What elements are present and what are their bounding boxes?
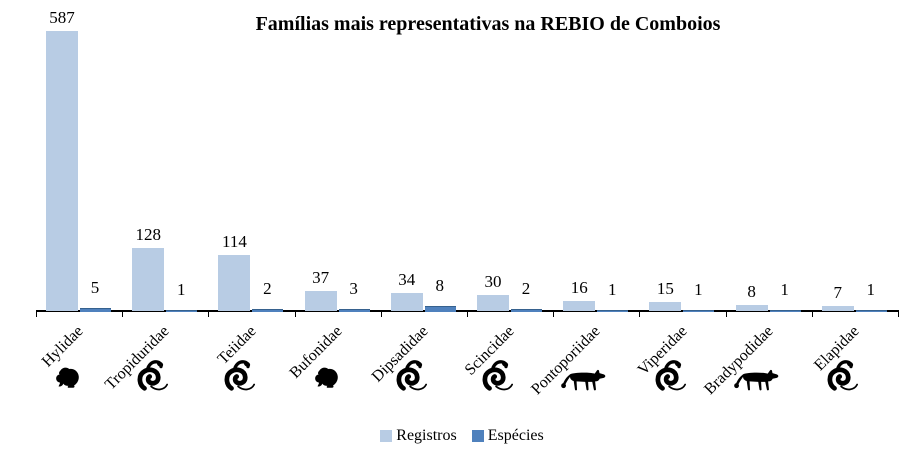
frog-icon	[52, 362, 82, 392]
registros-bar	[46, 30, 78, 311]
axis-tick	[553, 311, 554, 317]
registros-bar	[477, 294, 509, 311]
especies-bar	[855, 309, 887, 312]
especies-value-label: 3	[349, 278, 358, 298]
registros-value-label: 114	[221, 232, 247, 251]
especies-value-label: 1	[694, 279, 703, 299]
especies-value-label: 1	[866, 279, 876, 299]
registros-bar	[304, 291, 337, 311]
registros-bar	[132, 248, 165, 311]
legend-label-registros: Registros	[396, 427, 457, 444]
coiled-snake-icon	[136, 357, 170, 397]
legend-item-especies: Espécies	[471, 427, 544, 445]
registros-value-label: 30	[484, 271, 502, 291]
axis-tick	[36, 311, 37, 317]
coiled-snake-icon	[826, 357, 860, 397]
legend-item-registros: Registros	[380, 427, 457, 445]
especies-bar	[769, 309, 801, 312]
registros-bar	[390, 292, 423, 311]
axis-tick	[122, 311, 123, 317]
especies-bar	[338, 308, 370, 312]
axis-tick	[208, 311, 209, 317]
axis-tick	[381, 311, 382, 317]
coiled-snake-icon	[654, 357, 688, 397]
frog-icon	[311, 362, 341, 392]
especies-value-label: 5	[90, 277, 100, 297]
registros-bar	[649, 301, 682, 311]
especies-bar	[511, 309, 542, 312]
coiled-snake-icon	[481, 357, 515, 397]
chart-title: Famílias mais representativas na REBIO d…	[255, 13, 721, 35]
registros-value-label: 7	[833, 282, 843, 302]
especies-bar	[424, 306, 456, 312]
axis-tick	[898, 311, 899, 317]
especies-value-label: 2	[263, 279, 272, 299]
coiled-snake-icon	[223, 357, 257, 397]
axis-tick	[726, 311, 727, 317]
especies-value-label: 1	[780, 279, 789, 299]
especies-swatch	[471, 430, 484, 442]
especies-value-label: 2	[521, 279, 531, 299]
legend: Registros Espécies	[8, 427, 908, 445]
registros-value-label: 128	[135, 225, 161, 245]
especies-bar	[597, 309, 629, 312]
especies-bar	[80, 307, 111, 312]
coiled-snake-icon	[395, 357, 429, 397]
especies-bar	[252, 309, 284, 312]
feline-icon	[557, 367, 611, 395]
especies-value-label: 1	[176, 279, 186, 299]
registros-value-label: 15	[656, 278, 674, 298]
registros-swatch	[380, 430, 393, 442]
registros-value-label: 8	[747, 282, 756, 302]
registros-value-label: 34	[398, 269, 416, 289]
registros-bar	[735, 305, 768, 311]
registros-bar	[218, 255, 251, 311]
axis-tick	[467, 311, 468, 317]
especies-value-label: 8	[435, 276, 445, 296]
axis-tick	[639, 311, 640, 317]
especies-bar	[166, 309, 198, 312]
registros-bar	[563, 301, 596, 311]
axis-tick	[295, 311, 296, 317]
axis-tick	[812, 311, 813, 317]
especies-value-label: 1	[607, 279, 617, 299]
registros-bar	[821, 305, 854, 311]
especies-bar	[683, 309, 715, 312]
feline-icon	[730, 367, 784, 395]
legend-label-especies: Espécies	[487, 427, 544, 444]
registros-value-label: 16	[570, 278, 588, 298]
registros-value-label: 37	[312, 268, 330, 288]
registros-value-label: 587	[49, 7, 75, 27]
